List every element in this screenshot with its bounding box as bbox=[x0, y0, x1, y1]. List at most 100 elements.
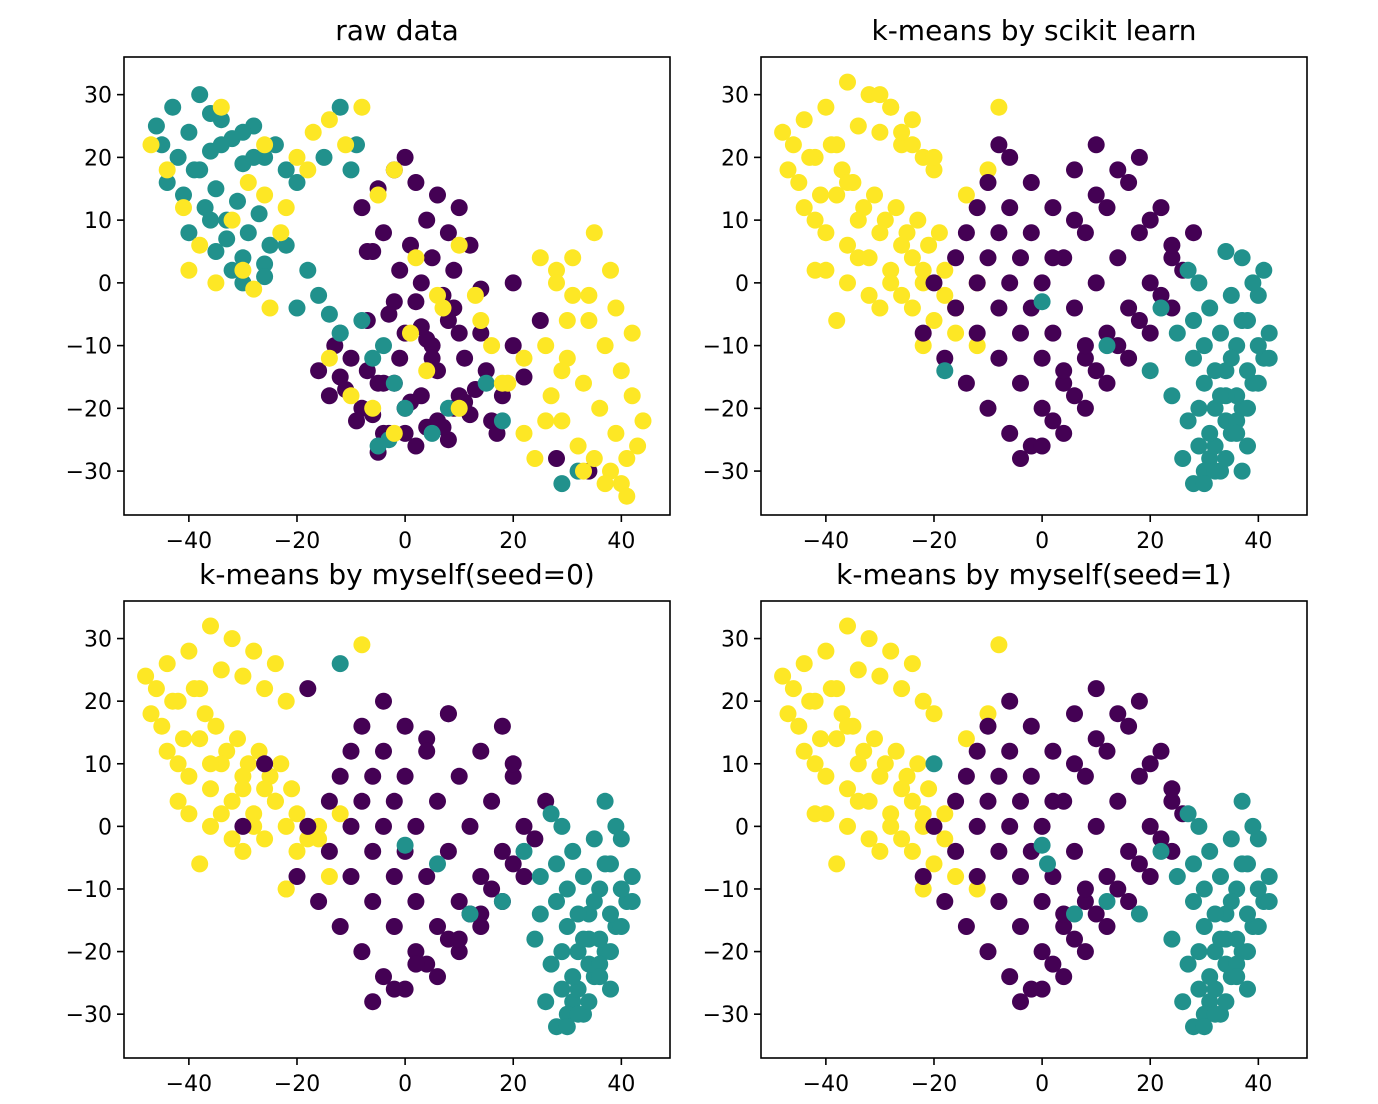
scatter-point bbox=[914, 337, 932, 355]
scatter-point bbox=[779, 161, 797, 179]
scatter-point bbox=[968, 274, 986, 292]
scatter-point bbox=[223, 792, 241, 810]
scatter-point bbox=[526, 450, 544, 467]
scatter-point bbox=[612, 918, 630, 935]
scatter-point bbox=[1141, 362, 1159, 380]
scatter-point bbox=[1098, 742, 1116, 760]
scatter-point bbox=[385, 868, 403, 885]
scatter-point bbox=[968, 817, 986, 835]
scatter-point bbox=[418, 742, 436, 760]
scatter-point bbox=[979, 161, 997, 179]
scatter-point bbox=[396, 399, 414, 417]
x-tick-label: 20 bbox=[499, 1072, 527, 1097]
y-tick-label: 10 bbox=[721, 753, 749, 778]
scatter-point bbox=[142, 136, 160, 154]
scatter-point bbox=[256, 755, 274, 773]
scatter-point bbox=[930, 224, 948, 242]
scatter-point bbox=[504, 755, 522, 773]
scatter-point bbox=[288, 805, 306, 823]
scatter-point bbox=[591, 955, 609, 973]
scatter-point bbox=[1044, 249, 1062, 267]
scatter-point bbox=[795, 199, 813, 217]
scatter-point bbox=[331, 98, 349, 116]
scatter-point bbox=[493, 842, 511, 860]
scatter-point bbox=[450, 943, 468, 961]
scatter-point bbox=[774, 123, 792, 141]
scatter-point bbox=[548, 274, 565, 292]
scatter-point bbox=[1222, 286, 1240, 304]
y-tick-label: −10 bbox=[66, 878, 112, 903]
scatter-point bbox=[1098, 893, 1116, 910]
y-tick-label: −30 bbox=[66, 1003, 112, 1028]
scatter-point bbox=[871, 86, 889, 104]
y-tick-label: −20 bbox=[66, 397, 112, 422]
scatter-point bbox=[1098, 324, 1116, 342]
scatter-point bbox=[623, 893, 641, 910]
scatter-point bbox=[288, 148, 306, 166]
scatter-point bbox=[1185, 893, 1202, 910]
scatter-point bbox=[212, 805, 230, 823]
scatter-point bbox=[893, 286, 911, 304]
scatter-point bbox=[903, 299, 921, 317]
scatter-point bbox=[158, 742, 176, 760]
scatter-point bbox=[261, 236, 279, 254]
scatter-point bbox=[1130, 767, 1148, 785]
scatter-point bbox=[839, 717, 856, 735]
scatter-point bbox=[1206, 362, 1224, 380]
scatter-point bbox=[575, 374, 592, 392]
scatter-point bbox=[629, 437, 647, 455]
scatter-point bbox=[903, 111, 921, 129]
scatter-point bbox=[1141, 868, 1159, 885]
y-tick-label: 10 bbox=[84, 209, 112, 234]
scatter-point bbox=[423, 249, 441, 267]
scatter-point bbox=[1033, 980, 1051, 998]
scatter-point bbox=[1239, 362, 1256, 380]
scatter-point bbox=[234, 842, 252, 860]
scatter-point bbox=[1228, 955, 1246, 973]
scatter-point bbox=[169, 755, 187, 773]
scatter-point bbox=[957, 918, 975, 935]
scatter-point bbox=[849, 792, 867, 810]
scatter-point bbox=[331, 655, 349, 673]
scatter-point bbox=[1130, 148, 1148, 166]
x-tick-label: 0 bbox=[1035, 529, 1049, 554]
scatter-point bbox=[607, 299, 625, 317]
scatter-point bbox=[1239, 980, 1256, 998]
scatter-point bbox=[1190, 817, 1208, 835]
scatter-point bbox=[882, 817, 900, 835]
scatter-point bbox=[175, 199, 192, 217]
scatter-point bbox=[564, 249, 582, 267]
scatter-point bbox=[1001, 817, 1019, 835]
scatter-point bbox=[828, 730, 846, 748]
scatter-point bbox=[1033, 943, 1051, 961]
scatter-point bbox=[147, 117, 165, 135]
scatter-point bbox=[1109, 705, 1127, 723]
scatter-point bbox=[375, 692, 392, 710]
scatter-point bbox=[1174, 450, 1192, 467]
scatter-point bbox=[990, 224, 1008, 242]
scatter-point bbox=[828, 855, 846, 873]
scatter-point bbox=[504, 274, 522, 292]
scatter-point bbox=[623, 387, 641, 405]
scatter-point bbox=[418, 362, 436, 380]
scatter-point bbox=[607, 817, 625, 835]
scatter-point bbox=[1022, 767, 1040, 785]
scatter-point bbox=[1033, 836, 1051, 854]
y-tick-label: −20 bbox=[703, 941, 749, 966]
scatter-point bbox=[331, 918, 349, 935]
x-tick-label: −40 bbox=[803, 529, 849, 554]
scatter-point bbox=[515, 817, 533, 835]
scatter-point bbox=[277, 199, 295, 217]
scatter-point bbox=[1066, 211, 1083, 229]
scatter-point bbox=[493, 374, 511, 392]
scatter-point bbox=[1239, 399, 1256, 417]
scatter-point bbox=[1260, 349, 1278, 367]
scatter-point bbox=[299, 830, 317, 848]
scatter-point bbox=[418, 868, 436, 885]
scatter-point bbox=[256, 255, 274, 273]
scatter-point bbox=[407, 817, 425, 835]
scatter-point bbox=[585, 893, 603, 910]
scatter-point bbox=[1001, 424, 1019, 442]
scatter-point bbox=[893, 830, 911, 848]
scatter-point bbox=[887, 742, 905, 760]
